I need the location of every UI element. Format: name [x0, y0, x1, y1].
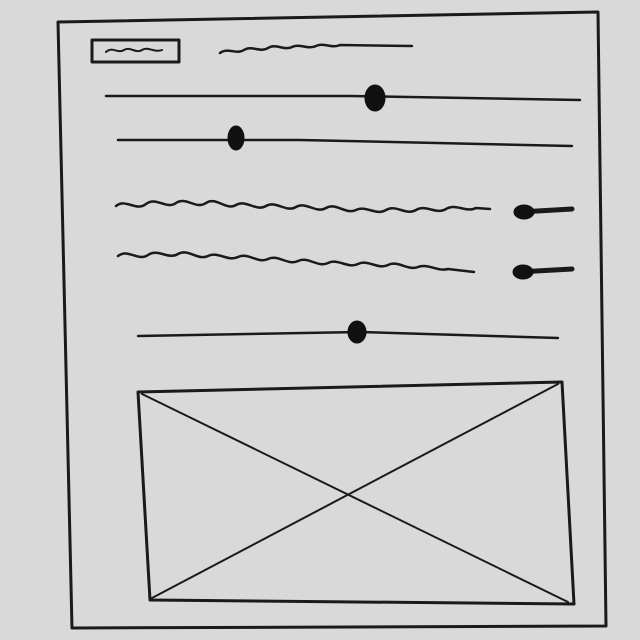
scribble-box-icon[interactable] — [90, 38, 181, 64]
slider-3[interactable] — [136, 320, 560, 344]
squiggle-title-icon — [218, 43, 414, 55]
toggle-row-2[interactable] — [116, 251, 575, 280]
toggle-switch[interactable] — [513, 204, 575, 220]
toggle-row-1[interactable] — [114, 199, 575, 220]
slider-track — [116, 138, 574, 148]
slider-thumb[interactable] — [347, 320, 367, 344]
toggle-knob[interactable] — [512, 264, 534, 280]
squiggle-text-icon — [114, 199, 492, 214]
image-placeholder-cross — [141, 383, 569, 603]
toggle-knob[interactable] — [513, 204, 535, 220]
image-placeholder-frame — [136, 380, 576, 606]
squiggle-text-icon — [116, 251, 476, 274]
image-placeholder-icon — [136, 380, 576, 606]
page-frame — [56, 10, 608, 630]
slider-1[interactable] — [104, 84, 582, 112]
slider-thumb[interactable] — [364, 84, 386, 112]
slider-thumb[interactable] — [227, 125, 245, 151]
slider-2[interactable] — [116, 125, 574, 151]
slider-track — [104, 94, 582, 102]
toggle-switch[interactable] — [512, 264, 575, 280]
header — [90, 38, 414, 64]
